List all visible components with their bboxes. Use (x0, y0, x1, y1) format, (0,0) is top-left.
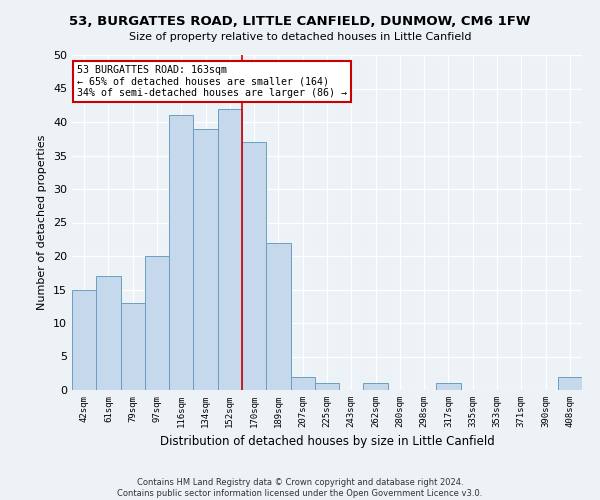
Y-axis label: Number of detached properties: Number of detached properties (37, 135, 47, 310)
Bar (558, 376, 582, 390)
Bar (315, 384, 339, 390)
Bar (96, 276, 121, 390)
Text: 53, BURGATTES ROAD, LITTLE CANFIELD, DUNMOW, CM6 1FW: 53, BURGATTES ROAD, LITTLE CANFIELD, DUN… (69, 15, 531, 28)
Bar (436, 384, 461, 390)
Bar (72, 290, 96, 390)
Bar (242, 142, 266, 390)
Bar (169, 116, 193, 390)
Bar (290, 376, 315, 390)
X-axis label: Distribution of detached houses by size in Little Canfield: Distribution of detached houses by size … (160, 436, 494, 448)
Bar (218, 108, 242, 390)
Bar (193, 128, 218, 390)
Bar (364, 384, 388, 390)
Text: Size of property relative to detached houses in Little Canfield: Size of property relative to detached ho… (129, 32, 471, 42)
Text: Contains HM Land Registry data © Crown copyright and database right 2024.
Contai: Contains HM Land Registry data © Crown c… (118, 478, 482, 498)
Bar (145, 256, 169, 390)
Bar (121, 303, 145, 390)
Text: 53 BURGATTES ROAD: 163sqm
← 65% of detached houses are smaller (164)
34% of semi: 53 BURGATTES ROAD: 163sqm ← 65% of detac… (77, 65, 347, 98)
Bar (266, 242, 290, 390)
